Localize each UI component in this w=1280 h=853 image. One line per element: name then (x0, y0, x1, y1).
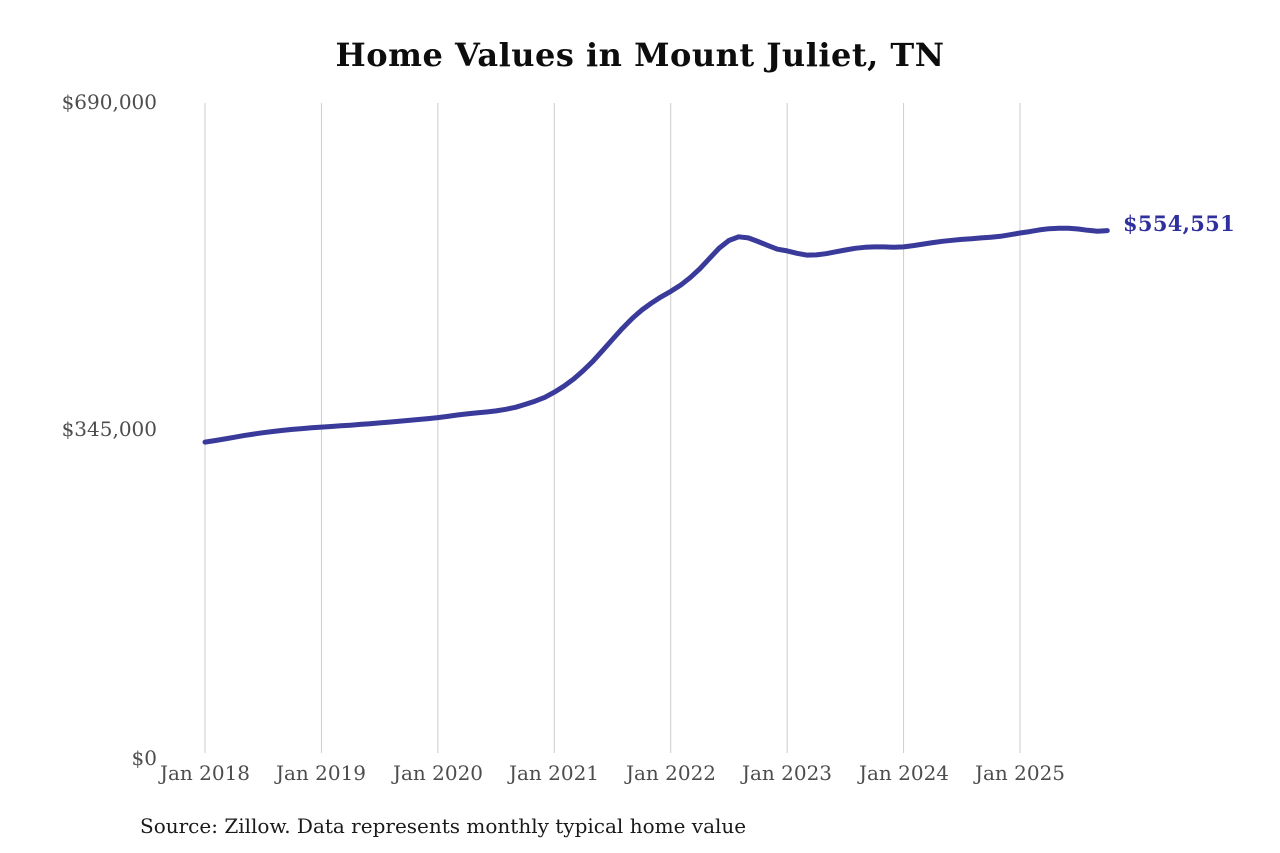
x-axis-tick-label: Jan 2021 (508, 761, 600, 785)
x-axis-tick-label: Jan 2022 (625, 761, 717, 785)
y-axis-tick-label: $690,000 (61, 90, 157, 114)
x-axis-tick-label: Jan 2025 (974, 761, 1066, 785)
x-axis-tick-label: Jan 2020 (392, 761, 484, 785)
x-axis-tick-label: Jan 2023 (741, 761, 833, 785)
x-axis-tick-label: Jan 2024 (858, 761, 950, 785)
source-note: Source: Zillow. Data represents monthly … (140, 814, 747, 838)
home-value-series-line (202, 225, 1110, 445)
x-axis-tick-label: Jan 2019 (275, 761, 367, 785)
page-title: Home Values in Mount Juliet, TN (335, 36, 945, 74)
y-axis-tick-label: $0 (131, 746, 157, 770)
x-axis-tick-label: Jan 2018 (159, 761, 251, 785)
y-axis-tick-label: $345,000 (61, 417, 157, 441)
latest-value-label: $554,551 (1123, 211, 1235, 236)
